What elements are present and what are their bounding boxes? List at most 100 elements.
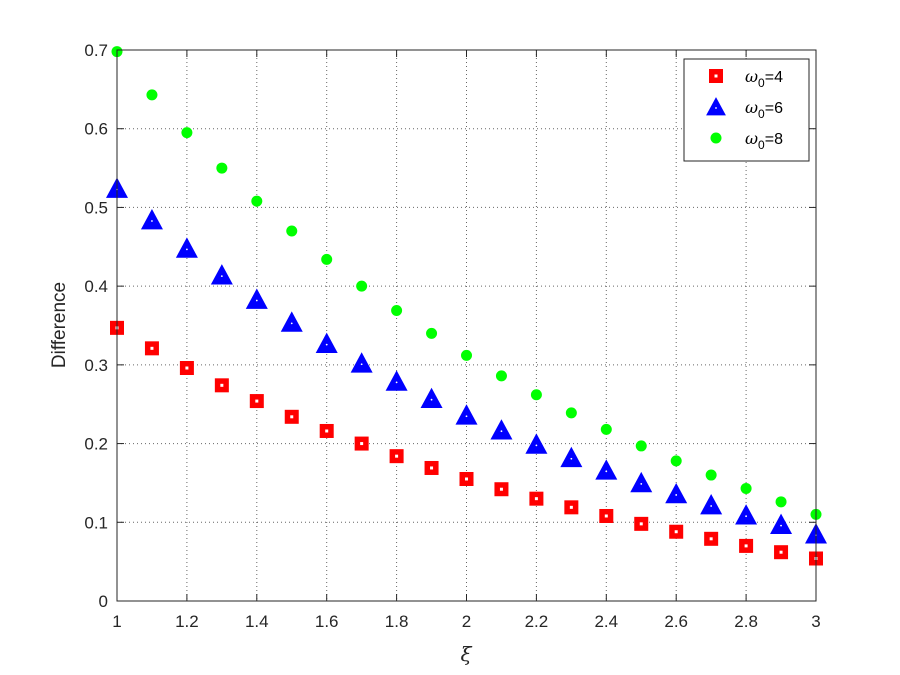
data-point-center — [745, 515, 747, 518]
x-tick-label: 1 — [112, 612, 121, 631]
data-point-center — [430, 398, 433, 401]
ticks: 1 1.2 1.4 1.6 1.8 2 2.2 2.4 2.6 2.8 3 0 0.1 0.2 0.3 0.4… — [84, 41, 820, 631]
y-tick-label: 0.6 — [84, 120, 108, 139]
data-point-center — [220, 275, 223, 278]
data-point — [350, 352, 373, 373]
data-point — [700, 493, 723, 515]
legend-box — [683, 58, 810, 162]
data-point-center — [710, 505, 713, 507]
x-tick-label: 1.2 — [175, 612, 199, 631]
data-point-center — [570, 457, 573, 460]
y-tick-label: 0 — [99, 592, 108, 611]
data-point-center — [430, 466, 434, 470]
data-point — [251, 195, 263, 207]
y-tick-label: 0.4 — [84, 277, 108, 296]
data-point — [455, 404, 478, 425]
data-point — [770, 513, 793, 534]
data-point — [490, 419, 513, 440]
data-point-center — [604, 514, 608, 518]
data-point — [525, 433, 548, 454]
data-point-center — [395, 454, 399, 458]
y-tick-label: 0.1 — [84, 513, 108, 532]
data-point — [530, 389, 542, 401]
data-point — [630, 471, 653, 493]
data-point-center — [255, 299, 258, 302]
data-point-center — [639, 522, 643, 526]
data-point — [420, 387, 443, 409]
data-point — [216, 162, 228, 174]
legend-marker — [710, 132, 722, 144]
data-point-center — [151, 220, 153, 222]
data-point-center — [499, 487, 503, 491]
data-point-center — [500, 430, 503, 433]
legend-marker-center — [714, 74, 718, 78]
data-point — [665, 482, 688, 504]
x-tick-label: 2 — [462, 612, 471, 631]
x-tick-label: 1.8 — [385, 612, 409, 631]
data-point-center — [325, 343, 328, 346]
data-point-center — [395, 381, 398, 384]
data-points — [106, 46, 827, 566]
data-point — [740, 482, 752, 494]
series-1 — [106, 177, 827, 544]
legend-marker-center — [715, 107, 717, 109]
data-point-center — [534, 497, 538, 501]
data-point — [426, 327, 438, 339]
legend: ω0=4 ω0=6 ω0=8 — [683, 58, 810, 162]
data-point — [356, 280, 368, 292]
x-tick-label: 1.4 — [245, 612, 269, 631]
data-point-center — [360, 442, 364, 446]
data-point-center — [709, 537, 713, 541]
data-point — [245, 288, 268, 309]
data-point-center — [535, 444, 538, 447]
data-point-center — [325, 429, 329, 433]
data-point-center — [569, 505, 573, 509]
legend-entry-label: ω0=6 — [745, 98, 783, 121]
plot-frame — [116, 49, 817, 602]
x-tick-label: 1.6 — [315, 612, 339, 631]
data-point-center — [185, 366, 189, 370]
y-tick-label: 0.2 — [84, 435, 108, 454]
x-tick-label: 2.8 — [734, 612, 758, 631]
legend-marker — [706, 97, 726, 116]
series-2 — [111, 46, 822, 520]
data-point — [210, 264, 233, 285]
x-tick-label: 2.2 — [525, 612, 549, 631]
data-point-center — [150, 346, 154, 350]
data-point — [670, 455, 682, 467]
data-point-center — [640, 483, 643, 485]
data-point-center — [605, 470, 608, 473]
data-point — [146, 89, 158, 101]
data-point-center — [744, 544, 748, 548]
data-point-center — [674, 530, 678, 534]
data-point-center — [675, 494, 678, 496]
data-point — [461, 349, 472, 361]
data-point — [775, 496, 787, 508]
data-point — [600, 423, 612, 435]
data-point — [560, 446, 583, 468]
y-axis-label: Difference — [49, 282, 70, 368]
data-point — [385, 370, 408, 391]
data-point — [321, 253, 333, 265]
data-point — [595, 459, 618, 480]
grid — [117, 50, 816, 601]
data-point — [495, 370, 507, 382]
data-point-center — [465, 477, 468, 481]
data-point-center — [465, 415, 468, 418]
data-point-center — [780, 524, 782, 527]
x-tick-label: 3 — [811, 612, 820, 631]
x-tick-label: 2.4 — [594, 612, 618, 631]
data-point — [391, 305, 403, 317]
data-point-center — [290, 415, 294, 419]
y-tick-label: 0.5 — [84, 198, 108, 217]
y-tick-label: 0.3 — [84, 356, 108, 375]
data-point — [635, 440, 647, 452]
x-tick-label: 2.6 — [664, 612, 688, 631]
data-point — [565, 407, 577, 419]
data-point-center — [255, 399, 259, 403]
data-point — [181, 127, 193, 139]
data-point-center — [290, 322, 293, 325]
data-point-center — [186, 248, 188, 251]
legend-entry-label: ω0=4 — [745, 67, 783, 90]
y-tick-label: 0.7 — [84, 41, 108, 60]
